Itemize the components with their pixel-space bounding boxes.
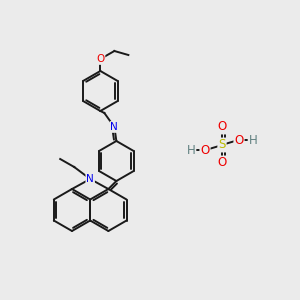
Text: N: N [86,174,94,184]
Text: H: H [187,143,195,157]
Text: O: O [96,54,104,64]
Text: N: N [110,122,118,132]
Text: H: H [249,134,257,146]
Text: O: O [200,143,210,157]
Text: O: O [218,121,226,134]
Text: O: O [234,134,244,146]
Text: S: S [218,139,226,152]
Text: O: O [218,157,226,169]
